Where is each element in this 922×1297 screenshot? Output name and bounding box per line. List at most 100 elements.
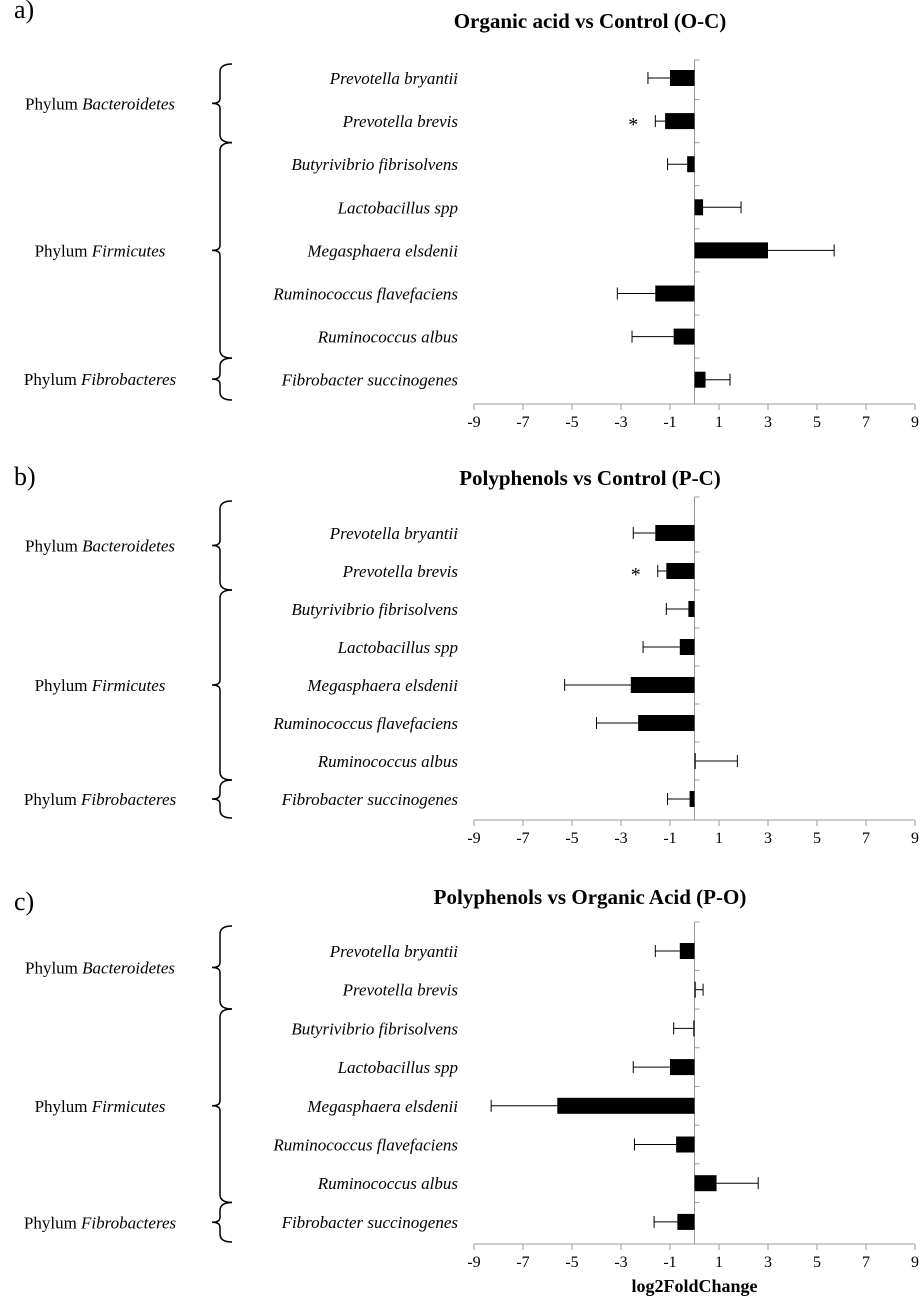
group-label: Phylum Fibrobacteres bbox=[24, 370, 177, 389]
group-bracket bbox=[211, 63, 233, 144]
category-label: Butyrivibrio fibrisolvens bbox=[291, 155, 458, 174]
significance-marker: * bbox=[628, 114, 638, 136]
bar bbox=[655, 525, 695, 541]
bar bbox=[693, 1020, 695, 1037]
group-label-name: Firmicutes bbox=[91, 676, 166, 695]
bar bbox=[694, 242, 768, 259]
x-tick-label: 9 bbox=[911, 830, 919, 847]
bar bbox=[630, 677, 695, 693]
x-tick-label: 5 bbox=[813, 1254, 821, 1271]
bar bbox=[670, 70, 695, 86]
bar bbox=[689, 791, 695, 807]
x-tick-label: -9 bbox=[467, 414, 480, 431]
group-label: Phylum Bacteroidetes bbox=[25, 94, 175, 113]
category-label: Megasphaera elsdenii bbox=[306, 1097, 458, 1116]
group-label-name: Fibrobacteres bbox=[80, 370, 176, 389]
x-tick-label: 3 bbox=[764, 1254, 772, 1271]
group-label-name: Bacteroidetes bbox=[82, 94, 175, 113]
group-bracket bbox=[211, 1008, 233, 1204]
bar bbox=[677, 1213, 695, 1230]
x-tick-label: 7 bbox=[862, 414, 870, 431]
bar bbox=[673, 328, 695, 345]
x-tick-label: -9 bbox=[467, 1254, 480, 1271]
bar bbox=[687, 156, 695, 173]
group-bracket bbox=[211, 1201, 233, 1243]
x-tick-label: 1 bbox=[715, 1254, 723, 1271]
group-label-prefix: Phylum bbox=[25, 959, 82, 978]
category-label: Prevotella bryantii bbox=[329, 69, 459, 88]
bar bbox=[557, 1097, 695, 1114]
x-tick-label: -9 bbox=[467, 830, 480, 847]
x-tick-label: -7 bbox=[516, 830, 529, 847]
x-tick-label: -3 bbox=[614, 414, 627, 431]
category-label: Butyrivibrio fibrisolvens bbox=[291, 600, 458, 619]
x-tick-label: 3 bbox=[764, 414, 772, 431]
group-label: Phylum Fibrobacteres bbox=[24, 790, 177, 809]
group-bracket bbox=[211, 141, 233, 359]
bar bbox=[694, 371, 706, 388]
group-label: Phylum Firmicutes bbox=[35, 676, 166, 695]
category-label: Megasphaera elsdenii bbox=[306, 676, 458, 695]
x-tick-label: 9 bbox=[911, 1254, 919, 1271]
x-tick-label: 9 bbox=[911, 414, 919, 431]
category-label: Fibrobacter succinogenes bbox=[281, 1213, 459, 1232]
category-label: Prevotella brevis bbox=[342, 562, 459, 581]
x-tick-label: -7 bbox=[516, 1254, 529, 1271]
chart-panel-3: c) Polyphenols vs Organic Acid (P-O) Prevo… bbox=[14, 885, 919, 1296]
chart-title: Polyphenols vs Organic Acid (P-O) bbox=[434, 885, 747, 909]
group-label-prefix: Phylum bbox=[25, 537, 82, 556]
group-label-prefix: Phylum bbox=[35, 1097, 92, 1116]
bar bbox=[679, 639, 695, 655]
group-bracket bbox=[211, 357, 233, 401]
group-label-prefix: Phylum bbox=[35, 241, 92, 260]
category-label: Ruminococcus albus bbox=[317, 328, 459, 347]
category-label: Ruminococcus flavefaciens bbox=[272, 714, 458, 733]
category-label: Ruminococcus flavefaciens bbox=[272, 1136, 458, 1155]
group-bracket bbox=[211, 589, 233, 781]
group-bracket bbox=[211, 500, 233, 591]
x-tick-label: -5 bbox=[565, 830, 578, 847]
bar bbox=[694, 981, 696, 998]
chart-panel-1: a) Organic acid vs Control (O-C) Prevotell… bbox=[14, 0, 919, 431]
category-label: Lactobacillus spp bbox=[337, 638, 458, 657]
x-tick-label: -7 bbox=[516, 414, 529, 431]
x-tick-label: -5 bbox=[565, 414, 578, 431]
category-label: Lactobacillus spp bbox=[337, 1058, 458, 1077]
group-label-prefix: Phylum bbox=[24, 370, 81, 389]
chart-title: Organic acid vs Control (O-C) bbox=[454, 9, 727, 33]
group-bracket bbox=[211, 925, 233, 1010]
group-label-name: Fibrobacteres bbox=[80, 790, 176, 809]
category-label: Fibrobacter succinogenes bbox=[281, 790, 459, 809]
x-tick-label: 5 bbox=[813, 414, 821, 431]
category-label: Prevotella bryantii bbox=[329, 942, 459, 961]
group-label-name: Bacteroidetes bbox=[82, 959, 175, 978]
chart-panel-2: b) Polyphenols vs Control (P-C) Prevotella… bbox=[14, 462, 919, 847]
x-tick-label: -3 bbox=[614, 830, 627, 847]
bar bbox=[688, 601, 695, 617]
bar bbox=[665, 113, 695, 130]
x-tick-label: -1 bbox=[663, 830, 676, 847]
group-label-prefix: Phylum bbox=[25, 94, 82, 113]
bar bbox=[666, 563, 695, 579]
group-label-name: Bacteroidetes bbox=[82, 537, 175, 556]
bar bbox=[694, 1175, 717, 1192]
x-axis-label: log2FoldChange bbox=[631, 1276, 757, 1296]
x-tick-label: -5 bbox=[565, 1254, 578, 1271]
category-label: Ruminococcus albus bbox=[317, 1174, 459, 1193]
x-tick-label: 5 bbox=[813, 830, 821, 847]
x-tick-label: 7 bbox=[862, 830, 870, 847]
category-label: Fibrobacter succinogenes bbox=[281, 371, 459, 390]
category-label: Butyrivibrio fibrisolvens bbox=[291, 1019, 458, 1038]
x-tick-label: 1 bbox=[715, 414, 723, 431]
category-label: Prevotella bryantii bbox=[329, 524, 459, 543]
group-label-name: Firmicutes bbox=[91, 1097, 166, 1116]
x-tick-label: -1 bbox=[663, 1254, 676, 1271]
group-label: Phylum Fibrobacteres bbox=[24, 1213, 177, 1232]
category-label: Prevotella brevis bbox=[342, 981, 459, 1000]
category-label: Ruminococcus albus bbox=[317, 752, 459, 771]
bar bbox=[694, 753, 696, 769]
x-tick-label: 3 bbox=[764, 830, 772, 847]
group-label: Phylum Bacteroidetes bbox=[25, 537, 175, 556]
group-label-prefix: Phylum bbox=[24, 1213, 81, 1232]
